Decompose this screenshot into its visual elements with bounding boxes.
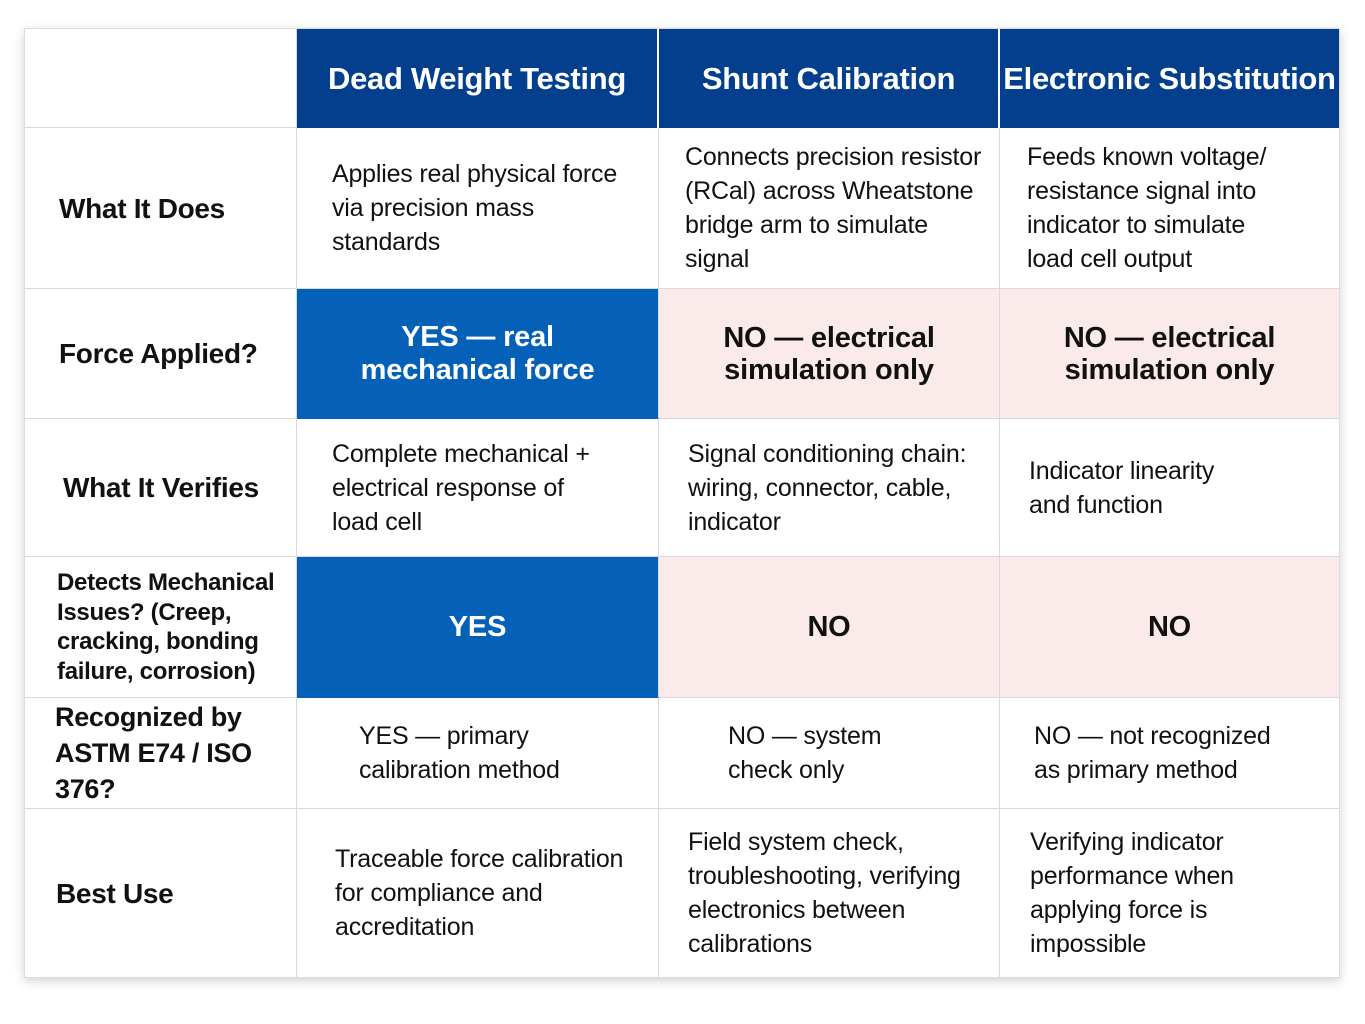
column-header-dead-weight: Dead Weight Testing — [297, 29, 659, 128]
cell-text: Signal conditioning chain: wiring, conne… — [688, 439, 967, 536]
row-label-text: What It Does — [59, 192, 225, 224]
cell-text: YES — primary calibration method — [359, 722, 560, 784]
table-cell: YES — primary calibration method — [297, 698, 659, 809]
table-cell: Complete mechanical + electrical respons… — [297, 419, 659, 557]
cell-text: YES — [448, 610, 507, 643]
no-cell: NO — electrical simulation only — [659, 289, 1000, 419]
row-label-text: Force Applied? — [59, 338, 258, 369]
cell-text: NO — [807, 611, 851, 643]
table-cell: Traceable force calibration for complian… — [297, 809, 659, 977]
cell-text: NO — not recognized as primary method — [1034, 722, 1271, 784]
row-label-text: Recognized by ASTM E74 / ISO 376? — [55, 702, 252, 804]
row-label-text: Best Use — [56, 877, 174, 909]
cell-text: NO — system check only — [728, 722, 882, 784]
table-cell: Applies real physical force via precisio… — [297, 128, 659, 289]
cell-text: NO — electrical simulation only — [723, 321, 935, 386]
row-label: Best Use — [25, 809, 297, 977]
cell-text: Verifying indicator performance when app… — [1030, 828, 1234, 958]
row-label-text: What It Verifies — [63, 472, 259, 503]
corner-cell — [25, 29, 297, 128]
cell-text: Indicator linearity and function — [1029, 456, 1215, 519]
no-cell: NO — [1000, 557, 1339, 698]
cell-text: YES — real mechanical force — [360, 320, 595, 386]
row-label: What It Verifies — [25, 419, 297, 557]
table-cell: NO — system check only — [659, 698, 1000, 809]
cell-text: NO — [1147, 611, 1192, 643]
table-cell: Feeds known voltage/ resistance signal i… — [1000, 128, 1339, 289]
table-cell: Verifying indicator performance when app… — [1000, 809, 1339, 977]
table-cell: Field system check, troubleshooting, ver… — [659, 809, 1000, 977]
cell-text: Feeds known voltage/ resistance signal i… — [1027, 143, 1267, 273]
column-header-shunt: Shunt Calibration — [659, 29, 1000, 128]
row-label: What It Does — [25, 128, 297, 289]
no-cell: NO — [659, 557, 1000, 698]
row-label: Recognized by ASTM E74 / ISO 376? — [25, 698, 297, 809]
table-cell: NO — not recognized as primary method — [1000, 698, 1339, 809]
no-cell: NO — electrical simulation only — [1000, 289, 1339, 419]
cell-text: Complete mechanical + electrical respons… — [332, 439, 590, 536]
row-label: Detects Mechanical Issues? (Creep, crack… — [25, 557, 297, 698]
table-cell: Signal conditioning chain: wiring, conne… — [659, 419, 1000, 557]
cell-text: Traceable force calibration for complian… — [335, 845, 624, 941]
cell-text: NO — electrical simulation only — [1063, 321, 1276, 386]
row-label: Force Applied? — [25, 289, 297, 419]
cell-text: Applies real physical force via precisio… — [332, 160, 618, 256]
table-cell: Connects precision resistor (RCal) acros… — [659, 128, 1000, 289]
column-header-electronic: Electronic Substitution — [1000, 29, 1339, 128]
yes-cell: YES — [297, 557, 659, 698]
row-label-text: Detects Mechanical Issues? (Creep, crack… — [57, 569, 275, 685]
cell-text: Field system check, troubleshooting, ver… — [688, 828, 961, 958]
yes-cell: YES — real mechanical force — [297, 289, 659, 419]
table-cell: Indicator linearity and function — [1000, 419, 1339, 557]
cell-text: Connects precision resistor (RCal) acros… — [685, 143, 982, 273]
comparison-table: Dead Weight Testing Shunt Calibration El… — [24, 28, 1340, 978]
